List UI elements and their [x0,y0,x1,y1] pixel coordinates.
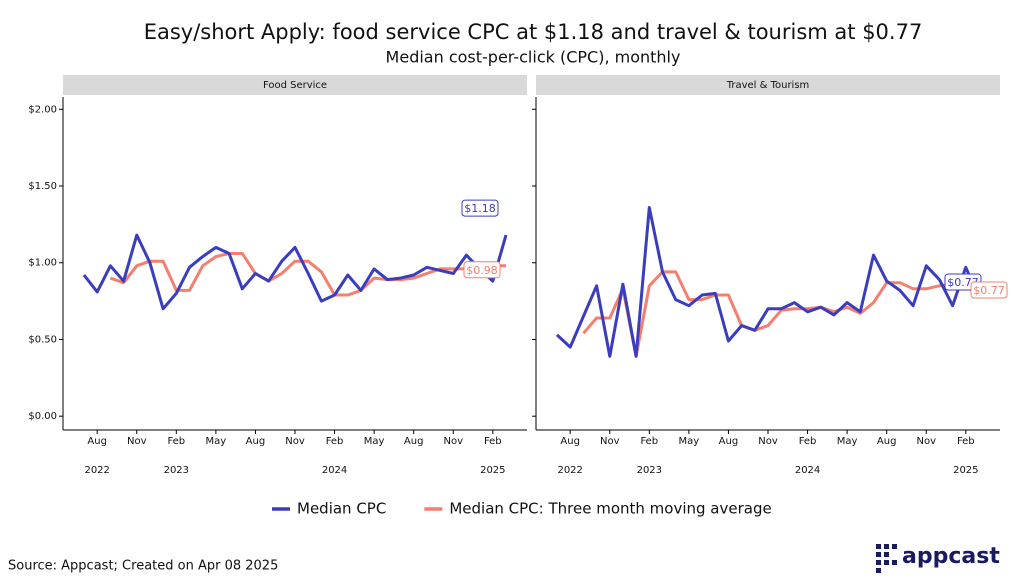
end-label: $0.98 [466,264,498,277]
y-tick-label: $0.00 [28,411,57,422]
end-label-box [461,199,499,217]
x-tick-label: Feb [957,436,975,447]
x-year-label: 2022 [84,465,109,476]
x-tick-label: Aug [87,436,107,447]
series-line [82,233,508,311]
x-year-label: 2022 [557,465,582,476]
x-year-label: 2024 [795,465,820,476]
y-tick-label: $1.00 [28,258,57,269]
x-tick-label: Nov [127,436,147,447]
end-label: $0.77 [973,284,1005,297]
legend-label: Median CPC: Three month moving average [449,500,771,518]
x-tick-label: Feb [484,436,502,447]
chart-title: Easy/short Apply: food service CPC at $1… [144,20,923,44]
legend-label: Median CPC [297,500,386,518]
x-tick-label: May [206,436,227,447]
source-note: Source: Appcast; Created on Apr 08 2025 [8,559,278,574]
facet-title: Travel & Tourism [726,80,810,91]
y-tick-label: $0.50 [28,334,57,345]
x-tick-label: Nov [443,436,463,447]
x-tick-label: Feb [799,436,817,447]
logo: appcast [902,544,1000,569]
x-year-label: 2023 [637,465,662,476]
y-tick-label: $1.50 [28,181,57,192]
x-tick-label: Nov [285,436,305,447]
chart-subtitle: Median cost-per-click (CPC), monthly [386,48,681,67]
x-tick-label: Nov [600,436,620,447]
x-year-label: 2025 [480,465,505,476]
facet-strip [536,75,1000,95]
x-tick-label: Feb [326,436,344,447]
end-label-box [463,261,501,279]
x-tick-label: May [364,436,385,447]
logo-icon [876,544,897,573]
x-year-label: 2025 [953,465,978,476]
x-tick-label: Aug [560,436,580,447]
x-tick-label: Aug [877,436,897,447]
x-year-label: 2023 [164,465,189,476]
series-line [555,206,981,358]
facet-strip [63,75,527,95]
facet-title: Food Service [263,80,327,91]
x-tick-label: Aug [719,436,739,447]
x-tick-label: Aug [246,436,266,447]
x-tick-label: Nov [916,436,936,447]
x-tick-label: Feb [640,436,658,447]
end-label: $1.18 [464,202,496,215]
x-year-label: 2024 [322,465,347,476]
x-tick-label: Feb [167,436,185,447]
x-tick-label: May [837,436,858,447]
x-tick-label: Aug [404,436,424,447]
end-label-box [970,281,1008,299]
y-tick-label: $2.00 [28,104,57,115]
x-tick-label: May [679,436,700,447]
x-tick-label: Nov [758,436,778,447]
